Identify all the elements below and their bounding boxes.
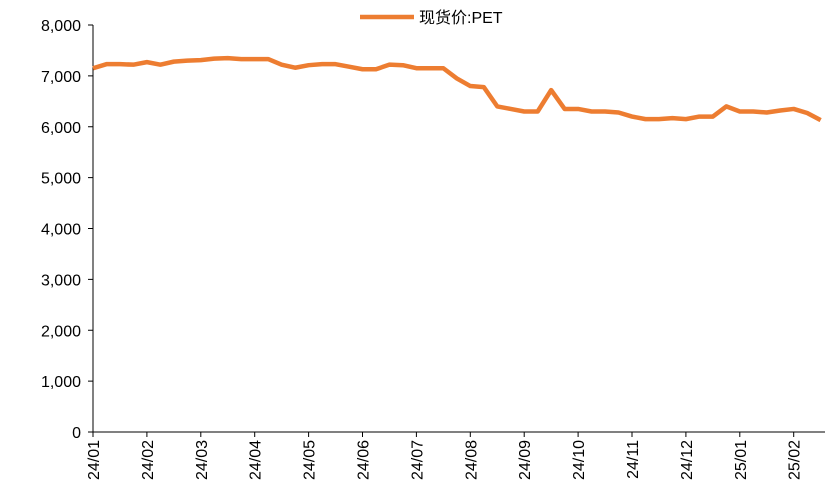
x-tick-label: 25/02 <box>787 440 804 480</box>
y-tick-label: 7,000 <box>41 69 81 86</box>
x-tick-label: 24/11 <box>625 440 642 479</box>
y-tick-label: 3,000 <box>41 272 81 289</box>
y-tick-label: 4,000 <box>41 222 81 239</box>
x-tick-label: 25/01 <box>733 440 750 480</box>
y-tick-label: 5,000 <box>41 171 81 188</box>
x-tick-label: 24/10 <box>571 440 588 480</box>
y-tick-label: 0 <box>72 425 81 442</box>
x-tick-label: 24/04 <box>248 440 265 480</box>
x-tick-label: 24/12 <box>679 440 696 480</box>
x-tick-label: 24/05 <box>302 440 319 480</box>
x-tick-label: 24/09 <box>517 440 534 480</box>
x-tick-label: 24/01 <box>86 440 103 480</box>
y-tick-label: 6,000 <box>41 120 81 137</box>
series-line <box>92 55 822 123</box>
x-tick-label: 24/03 <box>194 440 211 480</box>
y-tick-label: 2,000 <box>41 323 81 340</box>
legend-label: 现货价:PET <box>419 9 503 27</box>
x-tick-label: 24/07 <box>409 440 426 480</box>
y-tick-label: 8,000 <box>41 18 81 35</box>
x-tick-label: 24/02 <box>140 440 157 480</box>
x-tick-label: 24/06 <box>356 440 373 480</box>
x-tick-label: 24/08 <box>463 440 480 480</box>
y-tick-label: 1,000 <box>41 374 81 391</box>
